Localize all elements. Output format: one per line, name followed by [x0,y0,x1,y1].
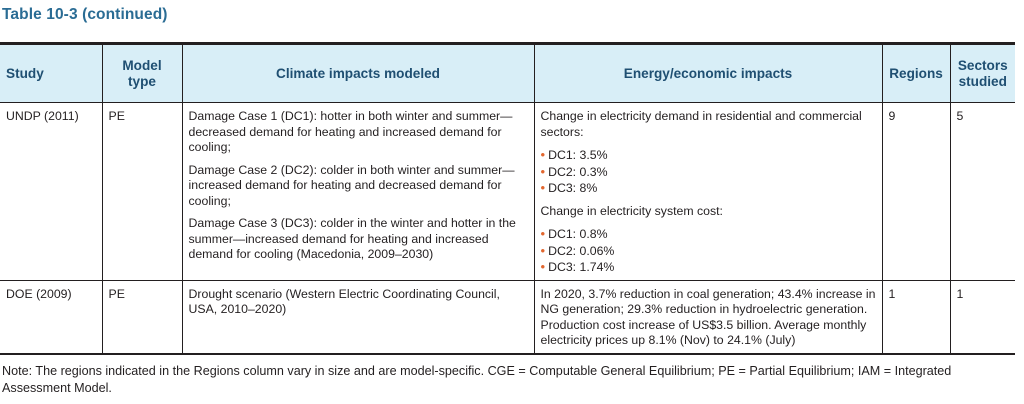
cell-study: UNDP (2011) [0,102,102,281]
climate-paragraph: Damage Case 2 (DC2): colder in both wint… [188,162,515,208]
header-regions: Regions [881,42,950,103]
header-model-type: Model type [101,42,182,103]
climate-paragraph: Damage Case 3 (DC3): colder in the winte… [188,216,516,261]
bullet-list: • DC1: 0.8% • DC2: 0.06% • DC3: 1.74% [541,226,876,276]
header-climate-impacts: Climate impacts modeled [181,42,534,103]
cell-sectors: 5 [949,102,1015,281]
header-energy-impacts: Energy/economic impacts [533,42,882,103]
bullet-dot-icon: • [540,163,546,179]
bullet-list: • DC1: 3.5% • DC2: 0.3% • DC3: 8% [541,147,876,197]
table-row: DOE (2009) PE Drought scenario (Western … [0,280,1015,355]
list-item: • DC2: 0.3% [540,163,608,179]
cell-climate-impacts: Damage Case 1 (DC1): hotter in both wint… [181,102,534,281]
list-item: • DC3: 1.74% [540,259,615,274]
bullet-dot-icon: • [540,259,546,274]
list-item: • DC1: 3.5% [540,147,608,162]
energy-text: In 2020, 3.7% reduction in coal generati… [540,286,876,348]
cell-energy-impacts: In 2020, 3.7% reduction in coal generati… [533,280,882,355]
bullet-dot-icon: • [540,147,546,162]
energy-intro: Change in electricity demand in resident… [540,109,862,139]
climate-paragraph: Damage Case 1 (DC1): hotter in both wint… [188,109,513,154]
cell-study: DOE (2009) [0,280,102,355]
cell-energy-impacts: Change in electricity demand in resident… [533,102,882,281]
header-sectors: Sectors studied [949,42,1015,103]
bullet-dot-icon: • [540,242,546,258]
cell-sectors: 1 [949,280,1015,355]
cell-climate-impacts: Drought scenario (Western Electric Coord… [181,280,534,355]
cell-model-type: PE [101,280,182,355]
table-row: UNDP (2011) PE Damage Case 1 (DC1): hott… [0,102,1015,281]
table-caption: Table 10-3 (continued) [2,6,168,23]
cell-model-type: PE [101,102,182,281]
climate-paragraph: Drought scenario (Western Electric Coord… [188,286,500,317]
bullet-dot-icon: • [540,180,546,195]
list-item: • DC2: 0.06% [540,242,615,258]
header-row: Study Model type Climate impacts modeled… [0,42,1015,103]
cell-regions: 9 [881,102,950,281]
list-item: • DC1: 0.8% [540,226,608,241]
cell-regions: 1 [881,280,950,355]
energy-intro: Change in electricity system cost: [540,203,723,218]
list-item: • DC3: 8% [540,180,598,195]
data-table: Study Model type Climate impacts modeled… [0,42,1015,355]
table-note: Note: The regions indicated in the Regio… [2,364,952,395]
bullet-dot-icon: • [540,226,546,241]
header-study: Study [0,42,102,103]
